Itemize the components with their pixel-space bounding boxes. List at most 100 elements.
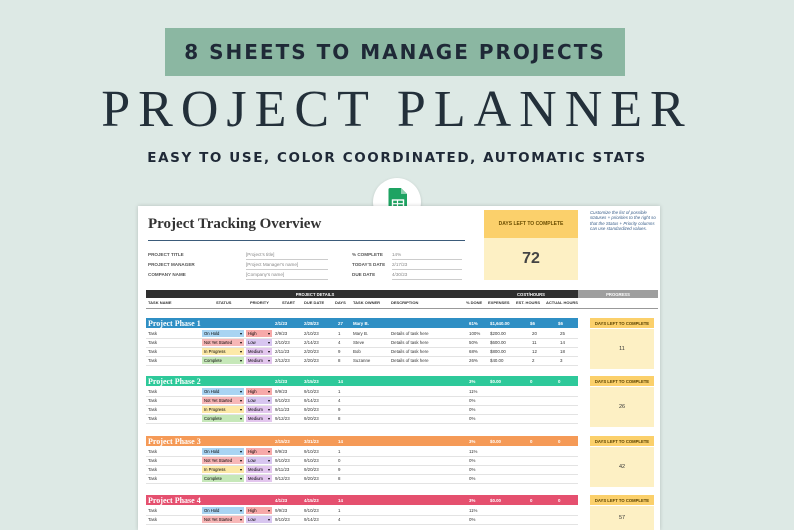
task-description[interactable]: Details of task here bbox=[391, 340, 429, 345]
task-name[interactable]: Task bbox=[148, 398, 158, 403]
task-start[interactable]: 9/12/23 bbox=[275, 416, 290, 421]
task-due[interactable]: 2/20/23 bbox=[304, 358, 319, 363]
task-actual-hours[interactable]: 14 bbox=[560, 340, 565, 345]
task-percent-done[interactable]: 11% bbox=[469, 389, 478, 394]
task-start[interactable]: 9/10/23 bbox=[275, 398, 290, 403]
task-priority-dropdown[interactable]: High ▾ bbox=[246, 507, 272, 514]
task-percent-done[interactable]: 0% bbox=[469, 416, 476, 421]
task-name[interactable]: Task bbox=[148, 416, 158, 421]
task-owner[interactable]: Bob bbox=[353, 349, 361, 354]
task-expenses[interactable]: $40.00 bbox=[490, 358, 504, 363]
task-name[interactable]: Task bbox=[148, 358, 158, 363]
task-start[interactable]: 9/12/23 bbox=[275, 476, 290, 481]
project-title-value[interactable]: [Project's title] bbox=[246, 252, 275, 257]
task-name[interactable]: Task bbox=[148, 458, 158, 463]
task-percent-done[interactable]: 11% bbox=[469, 508, 478, 513]
task-due[interactable]: 9/14/23 bbox=[304, 517, 319, 522]
task-est-hours[interactable]: 12 bbox=[532, 349, 537, 354]
task-name[interactable]: Task bbox=[148, 407, 158, 412]
task-name[interactable]: Task bbox=[148, 517, 158, 522]
task-name[interactable]: Task bbox=[148, 449, 158, 454]
task-status-dropdown[interactable]: On Hold ▾ bbox=[202, 330, 244, 337]
task-due[interactable]: 9/10/23 bbox=[304, 449, 319, 454]
phase-name[interactable]: Project Phase 4 bbox=[148, 495, 201, 505]
phase-name[interactable]: Project Phase 2 bbox=[148, 376, 201, 386]
task-status-dropdown[interactable]: Complete ▾ bbox=[202, 357, 244, 364]
task-percent-done[interactable]: 0% bbox=[469, 467, 476, 472]
task-description[interactable]: Details of task here bbox=[391, 358, 429, 363]
task-due[interactable]: 9/14/23 bbox=[304, 398, 319, 403]
task-due[interactable]: 9/20/23 bbox=[304, 416, 319, 421]
task-name[interactable]: Task bbox=[148, 340, 158, 345]
task-priority-dropdown[interactable]: Low ▾ bbox=[246, 457, 272, 464]
task-name[interactable]: Task bbox=[148, 331, 158, 336]
task-expenses[interactable]: $600.00 bbox=[490, 340, 506, 345]
task-start[interactable]: 9/11/23 bbox=[275, 467, 290, 472]
task-owner[interactable]: Mary B. bbox=[353, 331, 369, 336]
task-name[interactable]: Task bbox=[148, 508, 158, 513]
task-name[interactable]: Task bbox=[148, 476, 158, 481]
task-status-dropdown[interactable]: On Hold ▾ bbox=[202, 507, 244, 514]
due-date-value[interactable]: 4/30/23 bbox=[392, 272, 408, 277]
task-start[interactable]: 9/9/23 bbox=[275, 508, 288, 513]
task-percent-done[interactable]: 50% bbox=[469, 340, 478, 345]
company-name-value[interactable]: [Company's name] bbox=[246, 272, 285, 277]
task-start[interactable]: 2/10/23 bbox=[275, 340, 290, 345]
task-start[interactable]: 2/11/23 bbox=[275, 349, 290, 354]
task-percent-done[interactable]: 0% bbox=[469, 458, 476, 463]
phase-name[interactable]: Project Phase 3 bbox=[148, 436, 201, 446]
task-due[interactable]: 9/20/23 bbox=[304, 476, 319, 481]
task-due[interactable]: 9/10/23 bbox=[304, 458, 319, 463]
task-due[interactable]: 9/10/23 bbox=[304, 508, 319, 513]
task-status-dropdown[interactable]: Complete ▾ bbox=[202, 415, 244, 422]
task-owner[interactable]: Steve bbox=[353, 340, 365, 345]
task-start[interactable]: 9/10/23 bbox=[275, 458, 290, 463]
task-status-dropdown[interactable]: On Hold ▾ bbox=[202, 448, 244, 455]
task-due[interactable]: 9/10/23 bbox=[304, 389, 319, 394]
task-actual-hours[interactable]: 25 bbox=[560, 331, 565, 336]
task-percent-done[interactable]: 0% bbox=[469, 517, 476, 522]
task-expenses[interactable]: $800.00 bbox=[490, 349, 506, 354]
task-priority-dropdown[interactable]: High ▾ bbox=[246, 448, 272, 455]
task-status-dropdown[interactable]: In Progress ▾ bbox=[202, 348, 244, 355]
task-start[interactable]: 2/12/23 bbox=[275, 358, 290, 363]
task-status-dropdown[interactable]: Not Yet Started ▾ bbox=[202, 339, 244, 346]
task-est-hours[interactable]: 11 bbox=[532, 340, 537, 345]
task-priority-dropdown[interactable]: High ▾ bbox=[246, 388, 272, 395]
task-priority-dropdown[interactable]: Medium ▾ bbox=[246, 415, 272, 422]
task-owner[interactable]: Suzanne bbox=[353, 358, 371, 363]
task-percent-done[interactable]: 68% bbox=[469, 349, 478, 354]
task-start[interactable]: 9/10/23 bbox=[275, 517, 290, 522]
task-priority-dropdown[interactable]: Medium ▾ bbox=[246, 406, 272, 413]
phase-name[interactable]: Project Phase 1 bbox=[148, 318, 201, 328]
task-status-dropdown[interactable]: On Hold ▾ bbox=[202, 388, 244, 395]
task-expenses[interactable]: $200.00 bbox=[490, 331, 506, 336]
task-status-dropdown[interactable]: Not Yet Started ▾ bbox=[202, 516, 244, 523]
task-status-dropdown[interactable]: Not Yet Started ▾ bbox=[202, 457, 244, 464]
task-actual-hours[interactable]: 3 bbox=[560, 358, 563, 363]
task-start[interactable]: 9/9/23 bbox=[275, 389, 288, 394]
task-start[interactable]: 9/11/23 bbox=[275, 407, 290, 412]
task-percent-done[interactable]: 11% bbox=[469, 449, 478, 454]
task-status-dropdown[interactable]: Not Yet Started ▾ bbox=[202, 397, 244, 404]
task-due[interactable]: 2/20/23 bbox=[304, 349, 319, 354]
task-percent-done[interactable]: 26% bbox=[469, 358, 478, 363]
task-start[interactable]: 2/9/23 bbox=[275, 331, 288, 336]
task-name[interactable]: Task bbox=[148, 467, 158, 472]
task-priority-dropdown[interactable]: Medium ▾ bbox=[246, 466, 272, 473]
task-status-dropdown[interactable]: Complete ▾ bbox=[202, 475, 244, 482]
task-priority-dropdown[interactable]: Medium ▾ bbox=[246, 475, 272, 482]
task-est-hours[interactable]: 2 bbox=[532, 358, 535, 363]
task-due[interactable]: 2/10/23 bbox=[304, 331, 319, 336]
task-name[interactable]: Task bbox=[148, 349, 158, 354]
task-priority-dropdown[interactable]: Low ▾ bbox=[246, 339, 272, 346]
task-due[interactable]: 9/20/23 bbox=[304, 467, 319, 472]
task-description[interactable]: Details of task here bbox=[391, 331, 429, 336]
project-manager-value[interactable]: [Project Manager's name] bbox=[246, 262, 299, 267]
task-status-dropdown[interactable]: In Progress ▾ bbox=[202, 406, 244, 413]
task-description[interactable]: Details of task here bbox=[391, 349, 429, 354]
task-est-hours[interactable]: 20 bbox=[532, 331, 537, 336]
task-actual-hours[interactable]: 18 bbox=[560, 349, 565, 354]
task-percent-done[interactable]: 0% bbox=[469, 398, 476, 403]
task-status-dropdown[interactable]: In Progress ▾ bbox=[202, 466, 244, 473]
